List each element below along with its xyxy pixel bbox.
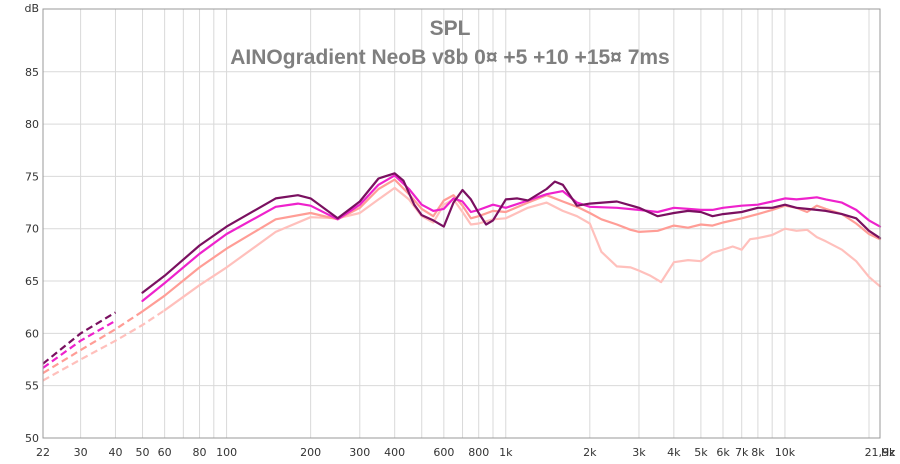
y-tick-label: 80 [25, 118, 39, 131]
series-line-1 [163, 186, 882, 312]
x-axis-unit: Hz [881, 446, 895, 459]
series-layer [42, 172, 882, 382]
x-tick-label: 6k [716, 446, 730, 459]
x-tick-label: 200 [300, 446, 321, 459]
y-tick-label: 70 [25, 223, 39, 236]
x-tick-label: 600 [433, 446, 454, 459]
y-tick-label: 75 [25, 170, 39, 183]
x-tick-label: 2k [583, 446, 597, 459]
x-tick-label: 1k [499, 446, 513, 459]
series-line-4-extrapolated [42, 311, 117, 365]
series-line-3 [141, 174, 882, 302]
x-tick-label: 10k [775, 446, 796, 459]
chart-subtitle: AINOgradient NeoB v8b 0¤ +5 +10 +15¤ 7ms [230, 46, 669, 69]
y-tick-label: 55 [25, 380, 39, 393]
y-tick-label: 85 [25, 66, 39, 79]
x-tick-label: 3k [632, 446, 646, 459]
plot-frame [42, 8, 881, 439]
tick-labels: 50 55 60 65 70 75 80 85 22 30 40 50 60 80 100 200 300 400… [25, 66, 896, 459]
y-tick-label: 65 [25, 275, 39, 288]
y-tick-label: 60 [25, 327, 39, 340]
x-tick-label: 7k [735, 446, 749, 459]
x-tick-label: 100 [216, 446, 237, 459]
x-tick-label: 8k [751, 446, 765, 459]
series-line-1-extrapolated [42, 309, 166, 382]
y-axis-label: dB [24, 2, 39, 15]
x-tick-label: 30 [74, 446, 88, 459]
y-tick-label: 50 [25, 432, 39, 445]
x-tick-label: 40 [108, 446, 122, 459]
x-tick-label: 50 [136, 446, 150, 459]
x-tick-label: 60 [158, 446, 172, 459]
series-line-3-extrapolated [42, 319, 117, 369]
x-tick-label: 4k [667, 446, 681, 459]
x-tick-label: 22 [36, 446, 50, 459]
x-tick-label: 80 [193, 446, 207, 459]
series-line-2-extrapolated [42, 310, 144, 375]
x-tick-label: 800 [468, 446, 489, 459]
x-tick-label: 300 [349, 446, 370, 459]
x-tick-label: 5k [694, 446, 708, 459]
x-tick-label: 21,9k [865, 446, 896, 459]
x-tick-label: 400 [384, 446, 405, 459]
chart-title: SPL [430, 17, 471, 40]
series-line-4 [141, 172, 882, 294]
